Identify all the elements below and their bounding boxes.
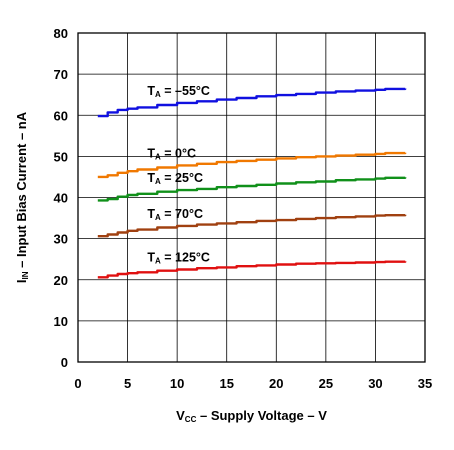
y-tick-label: 20 <box>54 273 68 288</box>
y-tick-label: 60 <box>54 108 68 123</box>
series-line <box>97 260 407 279</box>
x-tick-label: 0 <box>74 376 81 391</box>
y-tick-label: 40 <box>54 191 68 206</box>
y-tick-label: 30 <box>54 232 68 247</box>
series-label: TA = 0°C <box>147 146 196 161</box>
series-lines <box>97 87 407 279</box>
plot-frame <box>77 32 426 363</box>
y-axis-title-sub: IN <box>21 271 30 279</box>
grid <box>77 32 426 363</box>
x-tick-label: 30 <box>368 376 382 391</box>
y-tick-label: 70 <box>54 67 68 82</box>
series-line <box>97 176 407 202</box>
x-axis-title-sub: CC <box>185 415 197 424</box>
x-tick-label: 35 <box>418 376 432 391</box>
y-tick-label: 0 <box>61 355 68 370</box>
y-tick-label: 50 <box>54 149 68 164</box>
x-tick-label: 25 <box>319 376 333 391</box>
x-axis-title: VCC – Supply Voltage – V <box>176 408 327 424</box>
x-tick-label: 10 <box>170 376 184 391</box>
series-label: TA = 70°C <box>147 207 203 222</box>
x-tick-label: 15 <box>219 376 233 391</box>
x-axis-title-rest: – Supply Voltage – V <box>196 408 327 423</box>
series-line <box>97 87 407 118</box>
series-label: TA = 25°C <box>147 171 203 186</box>
series-line <box>97 214 407 238</box>
x-tick-label: 20 <box>269 376 283 391</box>
y-tick-labels: 0 10 20 30 40 50 60 70 80 <box>54 26 68 370</box>
y-axis-title-rest: – Input Bias Current – nA <box>14 111 29 271</box>
series-line <box>97 151 407 179</box>
series-label: TA = 125°C <box>147 250 210 265</box>
y-tick-label: 80 <box>54 26 68 41</box>
y-axis-title: IIN – Input Bias Current – nA <box>14 111 30 283</box>
y-axis-title-main: I <box>14 280 29 284</box>
x-tick-labels: 0 5 10 15 20 25 30 35 <box>74 376 432 391</box>
y-tick-label: 10 <box>54 314 68 329</box>
series-label: TA = –55°C <box>147 84 210 99</box>
x-tick-label: 5 <box>124 376 131 391</box>
x-axis-title-main: V <box>176 408 185 423</box>
series-labels: TA = –55°C TA = 0°C TA = 25°C TA = 70°C TA =… <box>147 84 210 266</box>
